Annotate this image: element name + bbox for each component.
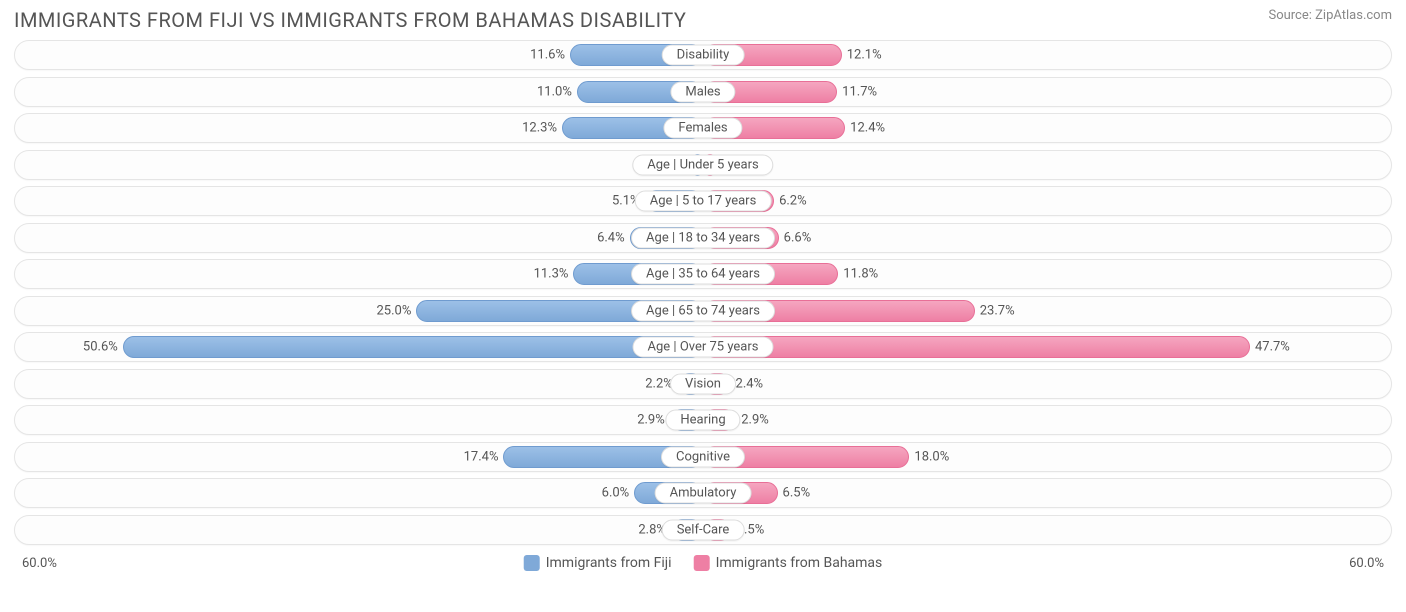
value-left: 12.3% bbox=[522, 121, 563, 136]
category-label: Age | Under 5 years bbox=[632, 154, 773, 175]
value-right: 11.8% bbox=[837, 267, 878, 282]
category-label: Age | 35 to 64 years bbox=[631, 264, 775, 285]
chart-header: IMMIGRANTS FROM FIJI VS IMMIGRANTS FROM … bbox=[0, 0, 1406, 36]
chart-row: 11.6% 12.1% Disability bbox=[14, 40, 1392, 70]
category-label: Females bbox=[663, 118, 742, 139]
value-right: 12.4% bbox=[844, 121, 885, 136]
category-label: Age | 18 to 34 years bbox=[631, 227, 775, 248]
category-label: Age | 5 to 17 years bbox=[635, 191, 772, 212]
value-left: 6.0% bbox=[602, 486, 636, 501]
value-right: 6.6% bbox=[778, 230, 812, 245]
value-right: 18.0% bbox=[908, 449, 949, 464]
chart-area: 11.6% 12.1% Disability 11.0% 11.7% Males 12.3%… bbox=[0, 36, 1406, 545]
axis-max-right: 60.0% bbox=[1349, 556, 1384, 571]
chart-row: 12.3% 12.4% Females bbox=[14, 113, 1392, 143]
value-left: 50.6% bbox=[83, 340, 124, 355]
legend-item-left: Immigrants from Fiji bbox=[524, 555, 672, 571]
legend-swatch-left bbox=[524, 555, 540, 571]
value-right: 6.5% bbox=[777, 486, 811, 501]
chart-row: 2.2%2.4%Vision bbox=[14, 369, 1392, 399]
axis-max-left: 60.0% bbox=[22, 556, 57, 571]
legend-item-right: Immigrants from Bahamas bbox=[694, 555, 883, 571]
chart-row: 11.0% 11.7% Males bbox=[14, 77, 1392, 107]
value-left: 25.0% bbox=[376, 303, 417, 318]
category-label: Cognitive bbox=[661, 446, 745, 467]
value-left: 17.4% bbox=[464, 449, 505, 464]
value-right: 12.1% bbox=[841, 48, 882, 63]
chart-footer: 60.0% Immigrants from Fiji Immigrants fr… bbox=[0, 551, 1406, 573]
chart-row: 25.0% 23.7% Age | 65 to 74 years bbox=[14, 296, 1392, 326]
legend-label-right: Immigrants from Bahamas bbox=[716, 555, 883, 571]
category-label: Ambulatory bbox=[655, 483, 752, 504]
value-right: 23.7% bbox=[974, 303, 1015, 318]
value-right: 11.7% bbox=[836, 84, 877, 99]
chart-row: 17.4% 18.0% Cognitive bbox=[14, 442, 1392, 472]
category-label: Self-Care bbox=[662, 519, 745, 540]
value-left: 6.4% bbox=[597, 230, 631, 245]
bar-left: 50.6% bbox=[123, 336, 703, 358]
category-label: Age | 65 to 74 years bbox=[631, 300, 775, 321]
category-label: Males bbox=[670, 81, 735, 102]
value-left: 11.3% bbox=[534, 267, 575, 282]
value-right: 6.2% bbox=[773, 194, 807, 209]
chart-row: 2.9%2.9%Hearing bbox=[14, 405, 1392, 435]
value-right: 47.7% bbox=[1249, 340, 1290, 355]
chart-title: IMMIGRANTS FROM FIJI VS IMMIGRANTS FROM … bbox=[14, 8, 686, 32]
value-left: 11.0% bbox=[537, 84, 578, 99]
chart-row: 50.6%47.7%Age | Over 75 years bbox=[14, 332, 1392, 362]
category-label: Hearing bbox=[665, 410, 740, 431]
category-label: Age | Over 75 years bbox=[633, 337, 774, 358]
legend-swatch-right bbox=[694, 555, 710, 571]
category-label: Vision bbox=[670, 373, 736, 394]
chart-source: Source: ZipAtlas.com bbox=[1268, 8, 1392, 23]
chart-row: 5.1%6.2%Age | 5 to 17 years bbox=[14, 186, 1392, 216]
chart-row: 0.92%1.2%Age | Under 5 years bbox=[14, 150, 1392, 180]
bar-right: 47.7% bbox=[703, 336, 1250, 358]
chart-row: 11.3% 11.8% Age | 35 to 64 years bbox=[14, 259, 1392, 289]
chart-row: 6.0% 6.5% Ambulatory bbox=[14, 478, 1392, 508]
legend: Immigrants from Fiji Immigrants from Bah… bbox=[524, 555, 883, 571]
legend-label-left: Immigrants from Fiji bbox=[546, 555, 672, 571]
category-label: Disability bbox=[662, 45, 745, 66]
chart-row: 2.8%2.5%Self-Care bbox=[14, 515, 1392, 545]
value-left: 11.6% bbox=[530, 48, 571, 63]
chart-row: 6.4% 6.6%Age | 18 to 34 years bbox=[14, 223, 1392, 253]
